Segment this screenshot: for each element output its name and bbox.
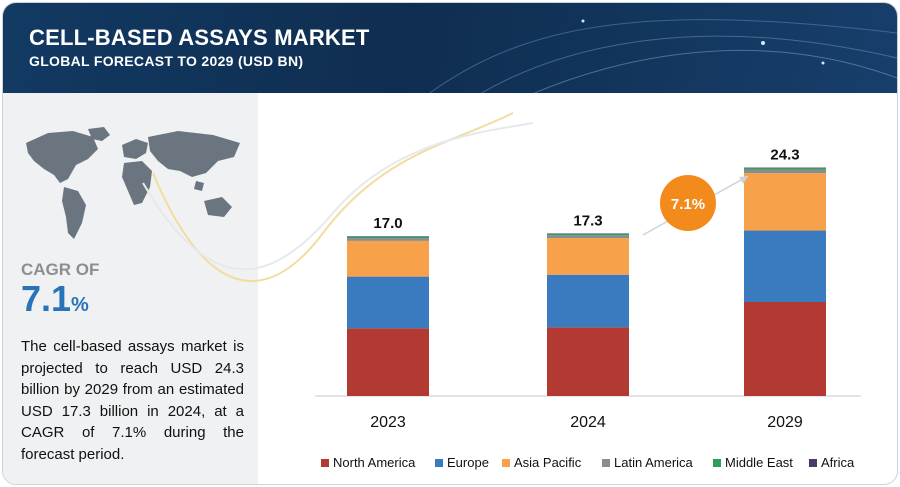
bar-2023-europe [347, 276, 429, 329]
bar-2029-asia-pacific [744, 173, 826, 231]
bar-2029-europe [744, 230, 826, 302]
legend-label-latin-america: Latin America [614, 455, 694, 470]
decorative-swoosh-2 [142, 122, 534, 271]
legend-label-asia-pacific: Asia Pacific [514, 455, 582, 470]
legend-label-europe: Europe [447, 455, 489, 470]
cagr-unit: % [71, 294, 89, 316]
growth-arrow-head [739, 176, 748, 184]
cagr-badge [660, 175, 716, 231]
summary-panel: CAGR OF 7.1% The cell-based assays marke… [3, 93, 258, 484]
bar-2029-middle-east [744, 168, 826, 170]
page-title: CELL-BASED ASSAYS MARKET [29, 25, 370, 50]
bar-2024-middle-east [547, 233, 629, 236]
page-subtitle: GLOBAL FORECAST TO 2029 (USD BN) [29, 53, 304, 69]
legend-label-africa: Africa [821, 455, 855, 470]
bar-2029-latin-america [744, 169, 826, 174]
total-label-2024: 17.3 [573, 212, 602, 229]
legend-swatch-north-america [321, 459, 329, 467]
bar-2024-north-america [547, 327, 629, 396]
stacked-bar-chart: 2023 2024 2029 17.0 17.3 24.3 7.1% North Ame… [142, 112, 861, 470]
cagr-label: CAGR OF [21, 260, 100, 279]
legend-swatch-middle-east [713, 459, 721, 467]
legend-swatch-europe [435, 459, 443, 467]
cagr-value: 7.1% [21, 278, 89, 320]
total-label-2029: 24.3 [770, 147, 799, 164]
bar-2023-middle-east [347, 236, 429, 239]
bar-2024-europe [547, 274, 629, 328]
bar-2029-north-america [744, 302, 826, 396]
header-decoration [429, 19, 897, 93]
legend-label-north-america: North America [333, 455, 416, 470]
legend-label-middle-east: Middle East [725, 455, 793, 470]
bar-2023-north-america [347, 328, 429, 396]
x-tick-label-2024: 2024 [570, 414, 606, 431]
market-description: The cell-based assays market is projecte… [21, 338, 244, 463]
x-tick-label-2029: 2029 [767, 414, 803, 431]
total-label-2023: 17.0 [373, 215, 402, 232]
cagr-badge-label: 7.1% [671, 196, 705, 213]
legend-swatch-africa [809, 459, 817, 467]
bar-2024-asia-pacific [547, 238, 629, 275]
bar-2023-asia-pacific [347, 240, 429, 277]
x-tick-label-2023: 2023 [370, 414, 406, 431]
legend-swatch-latin-america [602, 459, 610, 467]
cagr-number: 7.1 [21, 278, 72, 319]
world-map-icon [26, 127, 240, 239]
bar-2023-latin-america [347, 238, 429, 241]
bar-2024-latin-america [547, 235, 629, 239]
header-banner: CELL-BASED ASSAYS MARKET GLOBAL FORECAST… [3, 3, 897, 93]
legend-swatch-asia-pacific [502, 459, 510, 467]
